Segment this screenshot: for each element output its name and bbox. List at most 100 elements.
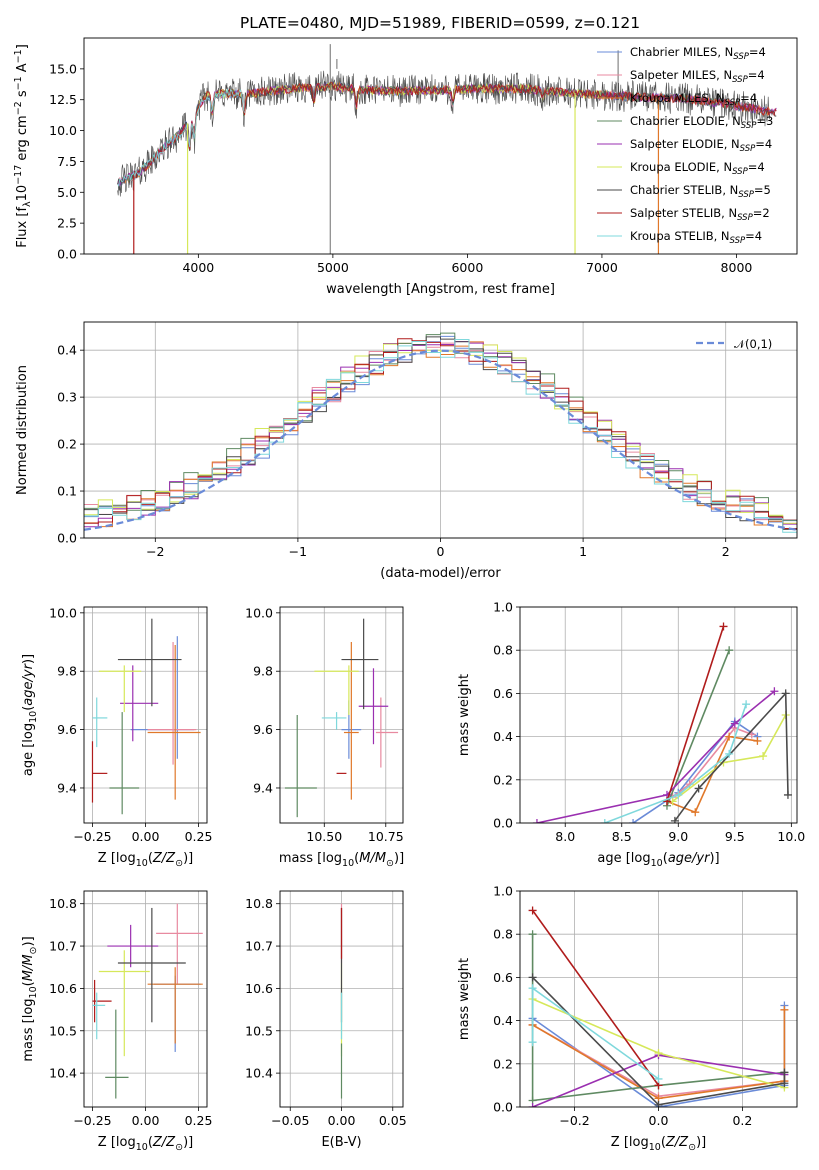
x-tick-label: 7000 <box>586 260 618 275</box>
y-tick-label: 0.4 <box>57 343 77 358</box>
age-vs-metallicity-panel: −0.25 0.00 0.25 9.4 9.6 9.8 10.0 Z [log10(Z/Z⊙)… <box>21 605 212 869</box>
weight-marker <box>725 749 734 758</box>
legend-entry: Salpeter STELIB, NSSP=2 <box>630 206 770 223</box>
errorbar-point <box>92 697 108 748</box>
y-tick-label: 0.0 <box>57 531 77 546</box>
weight-series <box>600 700 751 823</box>
histogram-series <box>84 336 797 530</box>
y-tick-label: 2.5 <box>57 216 77 231</box>
errorbar-point <box>147 967 203 1044</box>
age-vs-metallicity-x-axis-label: Z [log10(Z/Z⊙)] <box>98 851 193 869</box>
y-tick-label: 0.2 <box>57 437 77 452</box>
weight-marker <box>654 1100 663 1107</box>
x-tick-label: 1 <box>579 544 587 559</box>
weight-line <box>666 626 725 802</box>
mass-vs-metallicity-plot-area <box>92 903 203 1099</box>
errorbar-point <box>153 975 201 1052</box>
x-tick-label: 10.0 <box>777 829 805 844</box>
weight-marker <box>654 1049 663 1057</box>
weight-series <box>662 646 734 810</box>
residual-histogram-x-axis-label: (data-model)/error <box>380 566 501 581</box>
weight-series <box>670 689 792 823</box>
weight-series <box>528 973 789 1107</box>
mass-vs-metallicity-grid <box>84 891 207 1107</box>
y-tick-label: 0.0 <box>57 247 77 262</box>
spectrum-data-line <box>117 70 771 197</box>
spectrum-y-axis-label: Flux [fλ10−17 erg cm−2 s−1 A−1] <box>13 44 33 248</box>
x-tick-label: −0.25 <box>73 1113 111 1128</box>
spectrum-frame <box>83 37 798 255</box>
y-tick-label: 0.0 <box>493 816 513 831</box>
errorbar-point <box>314 665 359 715</box>
y-tick-label: 10.4 <box>245 1066 273 1081</box>
weight-marker <box>691 808 700 817</box>
weight-marker <box>725 646 734 655</box>
age-vs-metallicity-frame <box>83 606 208 824</box>
weight-marker <box>629 819 638 823</box>
y-tick-label: 9.4 <box>57 780 77 795</box>
legend-entry: Chabrier ELODIE, NSSP=3 <box>630 114 773 131</box>
weight-line <box>674 691 789 822</box>
x-tick-label: 9.0 <box>668 829 688 844</box>
age-vs-mass-panel: 10.50 10.75 9.4 9.6 9.8 10.0 mass [log10(M/M⊙)… <box>245 605 404 869</box>
weight-marker <box>670 816 679 823</box>
y-tick-label: 10.0 <box>245 605 273 620</box>
x-tick-label: 2 <box>722 544 730 559</box>
errorbar-point <box>91 741 108 803</box>
weight-series <box>668 723 756 802</box>
histogram-legend: 𝒩(0,1) <box>696 337 772 351</box>
x-tick-label: −0.05 <box>271 1113 309 1128</box>
mass-vs-metallicity-y-axis-label: mass [log10(M/M⊙)] <box>21 936 39 1061</box>
y-tick-label: 0.8 <box>493 927 513 942</box>
weight-marker <box>674 790 683 799</box>
y-tick-label: 0.0 <box>493 1100 513 1115</box>
x-tick-label: 0.25 <box>185 829 213 844</box>
legend-entry: Salpeter MILES, NSSP=4 <box>630 68 765 85</box>
x-tick-label: 0.00 <box>132 1113 160 1128</box>
weights-vs-metallicity-panel: −0.2 0.0 0.2 0.0 0.2 0.4 0.6 0.8 1.0 Z [log10(Z/Z… <box>457 884 798 1153</box>
y-tick-label: 9.4 <box>253 780 273 795</box>
histogram-series <box>84 339 797 533</box>
age-vs-metallicity-grid <box>84 607 207 823</box>
y-tick-label: 9.6 <box>57 722 77 737</box>
errorbar-point <box>105 1009 129 1099</box>
residual-histogram-panel: −2 −1 0 1 2 0.0 0.1 0.2 0.3 0.4 (data-model)/error… <box>15 321 798 581</box>
x-tick-label: 0.25 <box>185 1113 213 1128</box>
age-vs-mass-x-axis-label: mass [log10(M/M⊙)] <box>279 851 404 869</box>
x-tick-label: 8.5 <box>612 829 632 844</box>
weight-marker <box>528 1038 537 1047</box>
y-tick-label: 15.0 <box>49 61 77 76</box>
weight-marker <box>654 1074 663 1083</box>
y-tick-label: 9.8 <box>57 664 77 679</box>
y-tick-label: 0.6 <box>493 686 513 701</box>
errorbar-point <box>117 907 186 1023</box>
errorbar-point <box>375 697 399 768</box>
y-tick-label: 1.0 <box>493 600 513 615</box>
age-vs-metallicity-plot-area <box>91 618 201 815</box>
x-tick-label: 0.2 <box>732 1113 752 1128</box>
weight-line <box>672 714 787 803</box>
weight-marker <box>528 1103 537 1107</box>
x-tick-label: −1 <box>289 544 307 559</box>
x-tick-label: 10.50 <box>306 829 342 844</box>
mass-vs-extinction-x-axis-label: E(B-V) <box>321 1135 361 1150</box>
weight-marker <box>600 819 609 823</box>
legend-entry: Salpeter ELODIE, NSSP=4 <box>630 137 772 154</box>
errorbar-point <box>98 665 142 713</box>
y-tick-label: 10.0 <box>49 605 77 620</box>
spectrum-x-axis-label: wavelength [Angstrom, rest frame] <box>326 282 555 297</box>
y-tick-label: 10.5 <box>49 1023 77 1038</box>
x-tick-label: 5000 <box>317 260 349 275</box>
weight-series <box>528 906 663 1090</box>
weight-marker <box>528 984 537 993</box>
y-tick-label: 0.2 <box>493 1056 513 1071</box>
x-tick-label: 6000 <box>451 260 483 275</box>
x-tick-label: 4000 <box>182 260 214 275</box>
weight-marker <box>780 1068 789 1077</box>
errorbar-point <box>92 992 106 1040</box>
weights-vs-metallicity-y-axis-label: mass weight <box>457 958 472 1040</box>
x-tick-label: 8.0 <box>555 829 575 844</box>
weight-line <box>531 986 659 1080</box>
errorbar-point <box>156 903 203 985</box>
histogram-series <box>84 332 797 521</box>
